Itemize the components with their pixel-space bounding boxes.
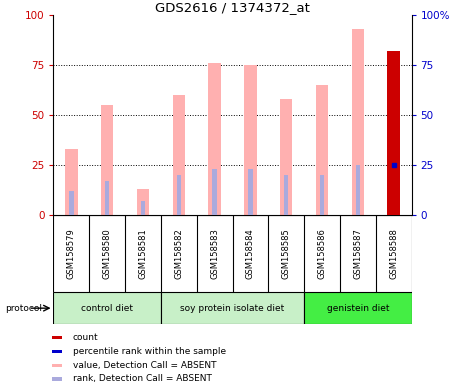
Title: GDS2616 / 1374372_at: GDS2616 / 1374372_at	[155, 1, 310, 14]
Text: GSM158581: GSM158581	[139, 228, 147, 279]
Text: value, Detection Call = ABSENT: value, Detection Call = ABSENT	[73, 361, 216, 370]
Text: count: count	[73, 333, 98, 342]
Bar	[52, 350, 62, 353]
Bar	[280, 99, 292, 215]
Bar	[213, 169, 217, 215]
Text: genistein diet: genistein diet	[326, 304, 389, 313]
Text: GSM158586: GSM158586	[318, 228, 326, 279]
Bar	[173, 95, 185, 215]
Text: GSM158587: GSM158587	[353, 228, 362, 279]
Bar	[69, 191, 73, 215]
Bar	[177, 175, 181, 215]
Bar	[52, 377, 62, 381]
Text: GSM158583: GSM158583	[210, 228, 219, 279]
Bar	[356, 165, 360, 215]
Text: soy protein isolate diet: soy protein isolate diet	[180, 304, 285, 313]
Bar	[352, 29, 364, 215]
Text: GSM158584: GSM158584	[246, 228, 255, 279]
Text: GSM158582: GSM158582	[174, 228, 183, 279]
Bar	[137, 189, 149, 215]
Text: protocol: protocol	[5, 304, 42, 313]
Bar	[244, 65, 257, 215]
Bar	[52, 336, 62, 339]
Text: rank, Detection Call = ABSENT: rank, Detection Call = ABSENT	[73, 374, 212, 384]
Text: GSM158585: GSM158585	[282, 228, 291, 279]
Bar	[161, 292, 304, 324]
Bar	[387, 51, 400, 215]
Text: GSM158588: GSM158588	[389, 228, 398, 279]
Bar	[53, 292, 161, 324]
Bar	[316, 85, 328, 215]
Bar	[284, 175, 288, 215]
Bar	[248, 169, 252, 215]
Text: control diet: control diet	[81, 304, 133, 313]
Text: GSM158580: GSM158580	[103, 228, 112, 279]
Bar	[141, 201, 145, 215]
Bar	[105, 181, 109, 215]
Text: GSM158579: GSM158579	[67, 228, 76, 279]
Bar	[65, 149, 78, 215]
Bar	[208, 63, 221, 215]
Bar	[392, 165, 396, 215]
Bar	[387, 51, 400, 215]
Bar	[320, 175, 324, 215]
Bar	[304, 292, 412, 324]
Bar	[101, 105, 113, 215]
Bar	[52, 364, 62, 367]
Text: percentile rank within the sample: percentile rank within the sample	[73, 347, 226, 356]
